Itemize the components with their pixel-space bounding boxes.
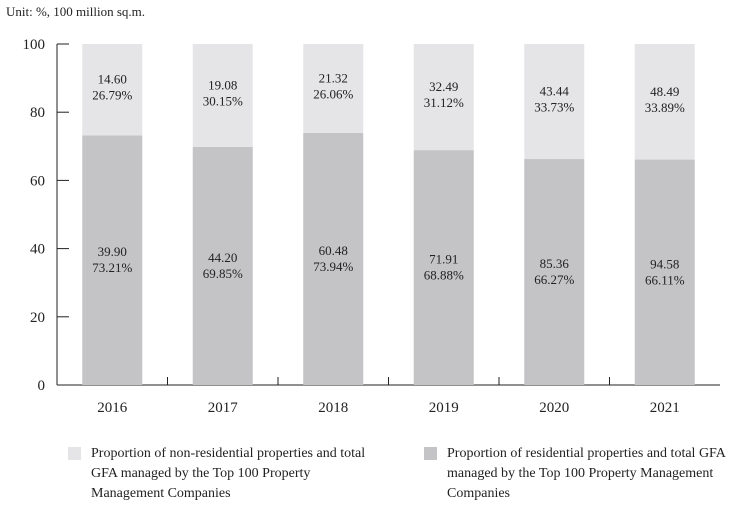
- data-label-non-residential-percent: 30.15%: [203, 93, 243, 108]
- data-label-residential-percent: 69.85%: [203, 266, 243, 281]
- x-tick-label: 2019: [429, 400, 459, 416]
- data-label-residential-gfa: 44.20: [208, 250, 237, 265]
- data-label-non-residential-percent: 33.89%: [645, 100, 685, 115]
- legend-item-residential: Proportion of residential properties and…: [424, 444, 727, 504]
- unit-label: Unit: %, 100 million sq.m.: [6, 4, 146, 19]
- data-label-residential-gfa: 71.91: [429, 252, 458, 267]
- data-label-non-residential-gfa: 43.44: [540, 84, 570, 99]
- bar-residential: [524, 159, 585, 385]
- data-label-residential-percent: 68.88%: [424, 268, 464, 283]
- legend-label-residential: Proportion of residential properties and…: [447, 446, 726, 501]
- x-tick-label: 2021: [650, 400, 680, 416]
- y-tick-label: 100: [23, 37, 46, 53]
- legend-swatch-residential: [424, 447, 437, 460]
- data-label-non-residential-gfa: 48.49: [650, 84, 679, 99]
- y-tick-label: 60: [30, 173, 45, 189]
- data-label-non-residential-percent: 31.12%: [424, 95, 464, 110]
- data-label-residential-gfa: 39.90: [98, 244, 127, 259]
- legend-swatch-non-residential: [68, 447, 81, 460]
- data-label-residential-percent: 66.27%: [534, 272, 574, 287]
- bar-non-residential: [524, 44, 585, 160]
- bar-residential: [192, 146, 253, 385]
- bar-non-residential: [303, 44, 364, 133]
- data-label-residential-gfa: 94.58: [650, 256, 679, 271]
- bar-non-residential: [634, 44, 695, 160]
- data-label-non-residential-percent: 33.73%: [534, 100, 574, 115]
- bar-non-residential: [82, 44, 143, 136]
- bar-non-residential: [413, 44, 474, 151]
- y-tick-label: 20: [30, 310, 45, 326]
- data-label-non-residential-gfa: 21.32: [319, 70, 348, 85]
- data-label-residential-percent: 66.11%: [645, 272, 685, 287]
- data-label-non-residential-gfa: 32.49: [429, 79, 458, 94]
- legend-item-non-residential: Proportion of non-residential properties…: [68, 444, 371, 504]
- y-tick-label: 80: [30, 105, 45, 121]
- data-label-residential-percent: 73.21%: [92, 260, 132, 275]
- data-label-non-residential-gfa: 14.60: [98, 72, 127, 87]
- x-tick-label: 2016: [97, 400, 128, 416]
- bar-residential: [303, 132, 364, 385]
- y-tick-label: 40: [30, 242, 45, 258]
- bar-residential: [413, 150, 474, 385]
- bar-residential: [82, 135, 143, 385]
- x-tick-label: 2017: [208, 400, 239, 416]
- x-tick-label: 2020: [539, 400, 569, 416]
- data-label-residential-gfa: 85.36: [540, 256, 570, 271]
- y-tick-label: 0: [38, 378, 46, 394]
- bar-residential: [634, 159, 695, 385]
- x-tick-label: 2018: [318, 400, 348, 416]
- data-label-non-residential-gfa: 19.08: [208, 77, 237, 92]
- data-label-non-residential-percent: 26.79%: [92, 88, 132, 103]
- legend-label-non-residential: Proportion of non-residential properties…: [91, 446, 366, 501]
- data-label-non-residential-percent: 26.06%: [313, 86, 353, 101]
- data-label-residential-percent: 73.94%: [313, 259, 353, 274]
- bar-non-residential: [192, 44, 253, 147]
- data-label-residential-gfa: 60.48: [319, 243, 348, 258]
